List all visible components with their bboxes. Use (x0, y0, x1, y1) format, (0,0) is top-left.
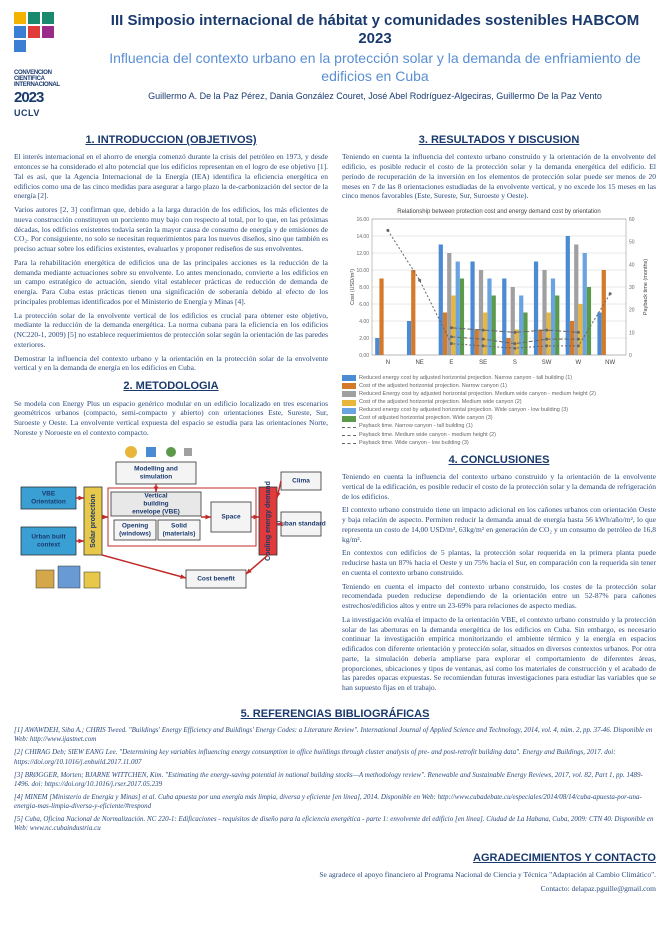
intro-title: 1. INTRODUCCION (OBJETIVOS) (14, 133, 328, 147)
svg-text:60: 60 (629, 217, 635, 223)
logo-year: 2023 (14, 88, 86, 108)
references-section: 5. REFERENCIAS BIBLIOGRÁFICAS [1] AWAWDE… (0, 697, 670, 841)
concl-p3: En contextos con edificios de 5 plantas,… (342, 548, 656, 577)
svg-text:Clima: Clima (292, 477, 310, 484)
method-p1: Se modela con Energy Plus un espacio gen… (14, 399, 328, 438)
chart-legend: Reduced energy cost by adjusted horizont… (342, 375, 656, 447)
svg-text:VBE: VBE (42, 490, 56, 497)
svg-text:Space: Space (221, 513, 241, 520)
svg-text:0: 0 (629, 353, 632, 359)
intro-p3: Para la rehabilitación energética de edi… (14, 258, 328, 307)
concl-p4: Teniendo en cuenta el impacto del contex… (342, 582, 656, 611)
svg-text:8.00: 8.00 (359, 285, 369, 291)
header: CONVENCION CIENTIFICA INTERNACIONAL 2023… (0, 0, 670, 123)
svg-text:50: 50 (629, 240, 635, 246)
svg-text:building: building (143, 500, 168, 507)
main-title: III Simposio internacional de hábitat y … (94, 12, 656, 48)
conference-logo: CONVENCION CIENTIFICA INTERNACIONAL 2023… (14, 12, 86, 119)
svg-text:40: 40 (629, 263, 635, 269)
svg-text:NE: NE (415, 360, 423, 366)
svg-text:Vertical: Vertical (144, 492, 167, 499)
ref-2: [2] CHIRAG Deb; SIEW EANG Lee. "Determin… (14, 748, 656, 766)
svg-text:10.00: 10.00 (356, 268, 369, 274)
svg-text:E: E (449, 360, 453, 366)
ref-3: [3] BRØGGER, Morten; BJARNE WITTCHEN, Ki… (14, 771, 656, 789)
svg-text:20: 20 (629, 308, 635, 314)
svg-text:6.00: 6.00 (359, 302, 369, 308)
svg-text:Urban built: Urban built (31, 533, 66, 540)
acknowledgments-section: AGRADECIMIENTOS Y CONTACTO Se agradece e… (0, 841, 670, 906)
svg-text:(materials): (materials) (163, 530, 196, 537)
svg-text:context: context (37, 541, 61, 548)
svg-text:Cooling energy demand: Cooling energy demand (265, 481, 272, 561)
svg-text:4.00: 4.00 (359, 319, 369, 325)
right-column: 3. RESULTADOS Y DISCUSION Teniendo en cu… (342, 127, 656, 697)
concl-p2: El contexto urbano construido tiene un i… (342, 505, 656, 544)
ref-4: [4] MINEM [Ministerio de Energía y Minas… (14, 793, 656, 811)
svg-text:0.00: 0.00 (359, 353, 369, 359)
logo-sub: UCLV (14, 108, 86, 120)
authors: Guillermo A. De la Paz Pérez, Dania Gonz… (94, 91, 656, 103)
results-p1: Teniendo en cuenta la influencia del con… (342, 152, 656, 201)
svg-text:Opening: Opening (122, 522, 148, 529)
svg-text:SE: SE (479, 360, 487, 366)
ack-title: AGRADECIMIENTOS Y CONTACTO (14, 851, 656, 865)
svg-text:simulation: simulation (140, 473, 173, 480)
intro-p4: La protección solar de la envolvente ver… (14, 311, 328, 350)
ref-5: [5] Cuba, Oficina Nacional de Normalizac… (14, 815, 656, 833)
svg-text:Payback time (months): Payback time (months) (643, 259, 649, 315)
svg-text:16.00: 16.00 (356, 217, 369, 223)
intro-p2: Varios autores [2, 3] confirman que, deb… (14, 205, 328, 254)
svg-text:10: 10 (629, 331, 635, 337)
svg-text:14.00: 14.00 (356, 234, 369, 240)
svg-text:N: N (386, 360, 390, 366)
method-title: 2. METODOLOGIA (14, 379, 328, 393)
svg-text:(windows): (windows) (119, 530, 151, 537)
ack-p1: Se agradece el apoyo financiero al Progr… (14, 870, 656, 880)
results-title: 3. RESULTADOS Y DISCUSION (342, 133, 656, 147)
svg-text:30: 30 (629, 285, 635, 291)
svg-text:Solar protection: Solar protection (90, 494, 97, 548)
refs-title: 5. REFERENCIAS BIBLIOGRÁFICAS (14, 707, 656, 721)
concl-p1: Teniendo en cuenta la influencia del con… (342, 472, 656, 501)
svg-text:Cost benefit: Cost benefit (197, 575, 235, 582)
svg-text:NW: NW (605, 360, 615, 366)
svg-text:Orientation: Orientation (31, 498, 66, 505)
ack-p2: Contacto: delapaz.pguille@gmail.com (14, 884, 656, 894)
left-column: 1. INTRODUCCION (OBJETIVOS) El interés i… (14, 127, 328, 697)
subtitle: Influencia del contexto urbano en la pro… (94, 50, 656, 85)
svg-text:Cost (USD/m²): Cost (USD/m²) (350, 269, 356, 305)
svg-text:W: W (576, 360, 582, 366)
svg-text:2.00: 2.00 (359, 336, 369, 342)
svg-text:Modelling and: Modelling and (134, 465, 178, 472)
concl-title: 4. CONCLUSIONES (342, 453, 656, 467)
concl-p5: La investigación evalúa el impacto de la… (342, 615, 656, 693)
intro-p5: Demostrar la influencia del contexto urb… (14, 354, 328, 374)
results-chart: Relationship between protection cost and… (342, 205, 656, 370)
svg-text:S: S (513, 360, 517, 366)
intro-p1: El interés internacional en el ahorro de… (14, 152, 328, 201)
svg-text:12.00: 12.00 (356, 251, 369, 257)
svg-text:Solid: Solid (171, 522, 187, 529)
svg-text:SW: SW (542, 360, 552, 366)
ref-1: [1] AWAWDEH, Siba A.; CHRIS Tweed. "Buil… (14, 726, 656, 744)
methodology-diagram: Modelling andsimulation VBEOrientation Urb… (14, 442, 328, 597)
svg-text:envelope (VBE): envelope (VBE) (132, 508, 180, 515)
svg-text:Cuban standard: Cuban standard (276, 520, 326, 527)
svg-text:Relationship between protectio: Relationship between protection cost and… (397, 209, 600, 215)
